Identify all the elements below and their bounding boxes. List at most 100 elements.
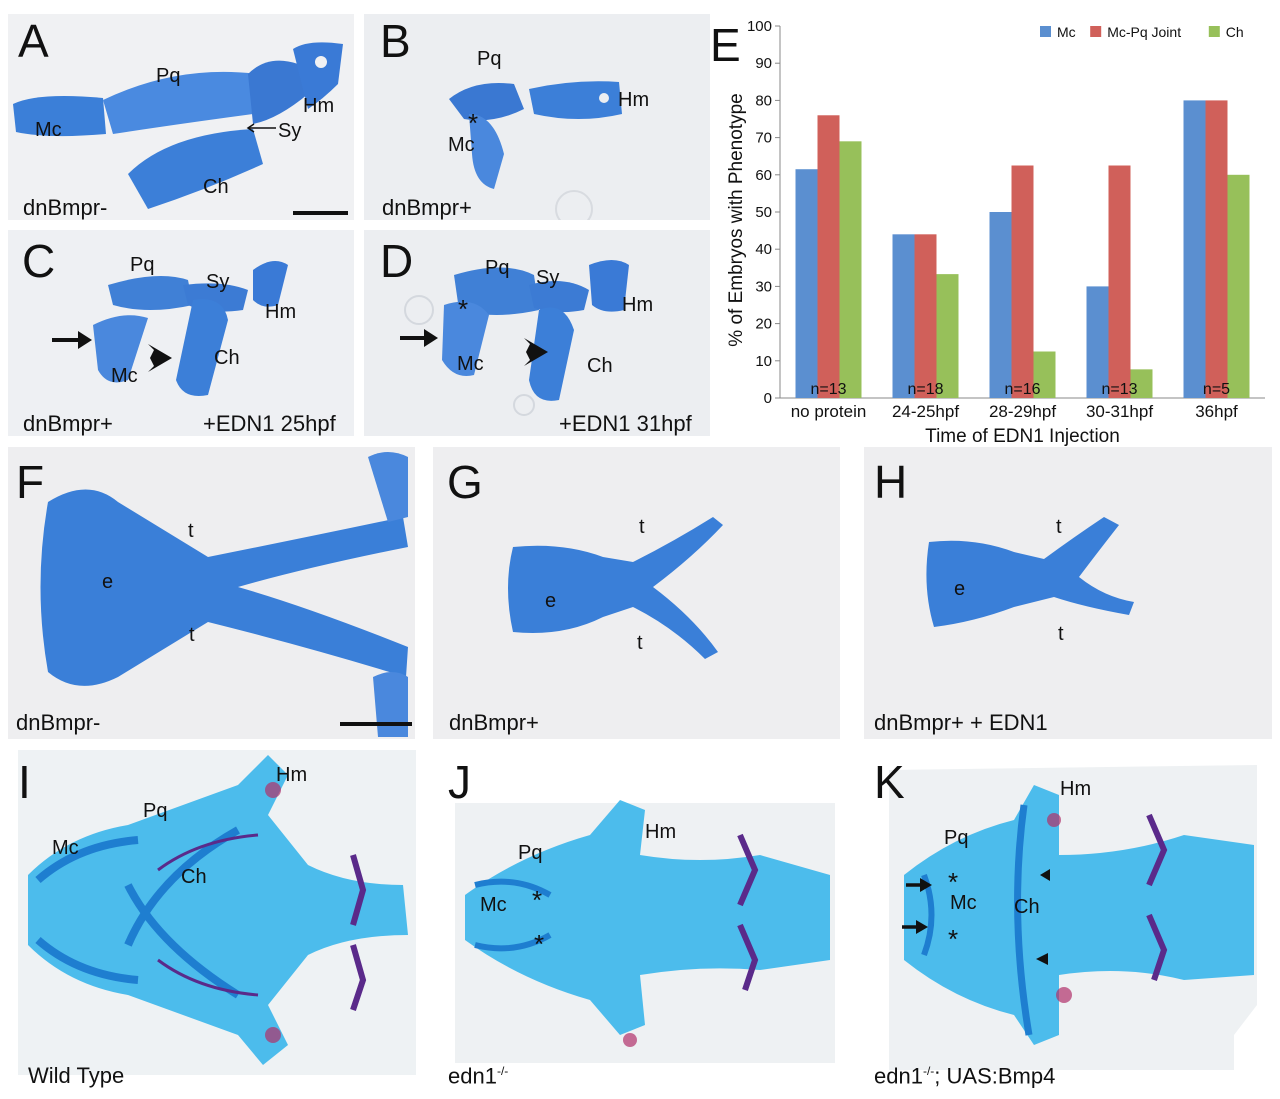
x-tick-label: no protein	[791, 402, 867, 421]
panel-c-caption: dnBmpr+	[23, 411, 113, 436]
n-label: n=5	[1203, 381, 1230, 398]
panel-i: I Hm Pq Mc Ch Wild Type	[8, 745, 416, 1095]
anno-pq: Pq	[944, 827, 969, 849]
panel-g-caption: dnBmpr+	[449, 710, 539, 735]
y-tick-label: 50	[755, 204, 772, 221]
anno-mc: Mc	[111, 365, 138, 387]
anno-hm: Hm	[303, 95, 335, 117]
y-axis-label: % of Embryos with Phenotype	[726, 93, 747, 346]
panel-a-label: A	[18, 15, 49, 67]
panel-j-label: J	[448, 756, 471, 808]
y-tick-label: 10	[755, 353, 772, 370]
bar-mc-pq-joint	[817, 115, 840, 398]
panel-e: E 0 10 20 30 40 50 60 70 80 90 100 % of Embryos wit…	[710, 8, 1280, 448]
panel-e-label: E	[710, 19, 741, 71]
anno-t-lower: t	[1058, 623, 1064, 645]
panel-k-image	[889, 765, 1257, 1070]
caption-genotype: -/-	[922, 1064, 935, 1078]
bar-mc-pq-joint	[1011, 165, 1034, 398]
anno-pq: Pq	[477, 48, 502, 70]
anno-t-lower: t	[189, 624, 195, 646]
bar-ch	[1227, 174, 1250, 398]
arrow-icon	[400, 329, 438, 347]
legend-swatch	[1090, 26, 1102, 37]
y-tick-label: 70	[755, 130, 772, 147]
x-tick-label: 30-31hpf	[1086, 402, 1153, 421]
x-tick-label: 24-25hpf	[892, 402, 959, 421]
anno-pq: Pq	[130, 254, 155, 276]
asterisk-marker: *	[948, 867, 959, 897]
panel-g: G t e t dnBmpr+	[433, 447, 840, 739]
y-tick-label: 60	[755, 167, 772, 184]
anno-pq: Pq	[485, 257, 510, 279]
y-tick-label: 30	[755, 278, 772, 295]
anno-mc: Mc	[448, 134, 475, 156]
caption-gene: edn1	[874, 1063, 923, 1089]
anno-e: e	[954, 578, 966, 600]
caption-gene: edn1	[448, 1063, 497, 1089]
asterisk-marker: *	[948, 924, 959, 954]
panel-f: F t e t dnBmpr-	[8, 447, 415, 739]
asterisk-marker: *	[468, 108, 479, 138]
asterisk-marker: *	[534, 929, 545, 959]
panel-k-label: K	[874, 756, 905, 808]
panel-f-caption: dnBmpr-	[16, 710, 101, 735]
legend-entry: Ch	[1226, 24, 1244, 40]
y-tick-label: 80	[755, 92, 772, 109]
y-tick-label: 100	[747, 18, 772, 35]
bar-mc-pq-joint	[1108, 165, 1131, 398]
panel-b-caption: dnBmpr+	[382, 195, 472, 220]
y-tick-label: 0	[764, 390, 772, 407]
anno-sy: Sy	[206, 271, 230, 293]
scale-bar	[293, 211, 348, 215]
arrow-icon	[902, 920, 928, 934]
bar-mc	[892, 234, 915, 398]
n-label: n=13	[810, 381, 846, 398]
asterisk-marker: *	[532, 885, 543, 915]
n-label: n=16	[1004, 381, 1040, 398]
anno-pq: Pq	[156, 65, 181, 87]
anno-e: e	[102, 571, 114, 593]
caption-transgene: ; UAS:Bmp4	[934, 1063, 1056, 1089]
scale-bar	[340, 722, 412, 726]
panel-b-label: B	[380, 15, 411, 67]
panel-f-image	[40, 452, 408, 737]
panel-h-caption: dnBmpr+ + EDN1	[874, 710, 1048, 735]
anno-ch: Ch	[203, 176, 229, 198]
panel-d: D Pq Sy Hm * Mc Ch +EDN1 31hpf	[364, 230, 710, 436]
bar-ch	[936, 274, 959, 398]
arrow-icon	[52, 331, 92, 349]
legend-swatch	[1040, 26, 1051, 37]
n-label: n=13	[1101, 381, 1137, 398]
panel-c: C Pq Sy Hm Mc Ch dnBmpr+ +EDN1 25hpf	[8, 230, 354, 436]
anno-e: e	[545, 590, 557, 612]
bar-ch	[1130, 369, 1153, 398]
anno-mc: Mc	[457, 353, 484, 375]
panel-k-caption: edn1-/-; UAS:Bmp4	[874, 1065, 1055, 1087]
panel-g-image	[508, 517, 723, 659]
x-tick-label: 36hpf	[1195, 402, 1238, 421]
panel-j: J Pq Hm Mc * * edn1-/-	[440, 745, 840, 1095]
panel-b: B Pq Hm * Mc dnBmpr+	[364, 14, 710, 220]
x-axis-label: Time of EDN1 Injection	[925, 426, 1120, 447]
anno-hm: Hm	[1060, 778, 1092, 800]
x-tick-label: 28-29hpf	[989, 402, 1056, 421]
panel-h-label: H	[874, 456, 908, 508]
panel-j-caption: edn1-/-	[448, 1065, 508, 1087]
panel-a-image	[13, 42, 343, 209]
anno-t-upper: t	[188, 520, 194, 542]
panel-a: A Pq Mc Hm Sy Ch dnBmpr-	[8, 14, 354, 220]
bar-mc-pq-joint	[1205, 100, 1228, 399]
anno-sy: Sy	[536, 267, 560, 289]
panel-d-caption-right: +EDN1 31hpf	[559, 411, 692, 436]
n-label: n=18	[907, 381, 943, 398]
arrowhead-icon	[1040, 869, 1050, 881]
caption-genotype: -/-	[496, 1064, 509, 1078]
anno-pq: Pq	[518, 842, 543, 864]
panel-h: H t e t dnBmpr+ + EDN1	[864, 447, 1272, 739]
anno-ch: Ch	[214, 347, 240, 369]
anno-ch: Ch	[1014, 896, 1040, 918]
asterisk-marker: *	[458, 294, 469, 324]
y-tick-label: 20	[755, 316, 772, 333]
arrowhead-icon	[1036, 953, 1048, 965]
